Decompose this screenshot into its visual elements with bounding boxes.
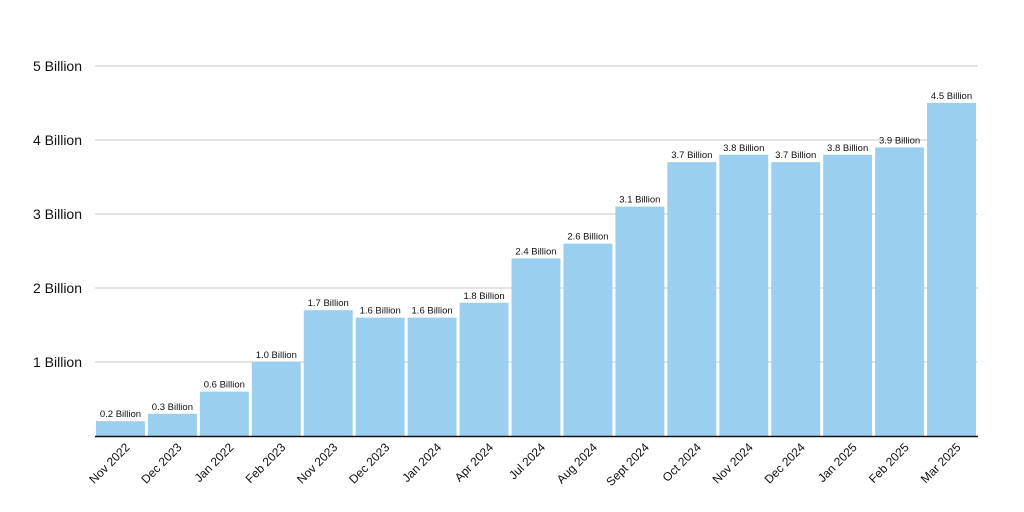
data-labels: 0.2 Billion 0.3 Billion 0.6 Billion 1.0 Bil… <box>100 91 972 420</box>
x-tick-label: Sept 2024 <box>603 440 652 489</box>
bar <box>667 162 717 436</box>
data-label: 1.0 Billion <box>256 350 297 361</box>
bar <box>407 317 457 436</box>
data-label: 4.5 Billion <box>931 91 972 102</box>
y-tick-label: 5 Billion <box>33 58 82 74</box>
bar <box>615 206 665 436</box>
x-tick-label: Jan 2024 <box>399 440 444 485</box>
data-label: 3.7 Billion <box>775 150 816 161</box>
data-label: 2.6 Billion <box>567 232 608 243</box>
y-tick-label: 1 Billion <box>33 354 82 370</box>
y-tick-label: 3 Billion <box>33 206 82 222</box>
data-label: 3.8 Billion <box>827 143 868 154</box>
data-label: 3.7 Billion <box>671 150 712 161</box>
y-tick-label: 2 Billion <box>33 280 82 296</box>
data-label: 1.7 Billion <box>308 298 349 309</box>
data-label: 0.6 Billion <box>204 380 245 391</box>
x-tick-label: Nov 2023 <box>294 440 340 486</box>
data-label: 0.3 Billion <box>152 402 193 413</box>
x-tick-label: Dec 2024 <box>762 440 808 486</box>
bar <box>563 243 613 436</box>
bar <box>875 147 925 436</box>
data-label: 2.4 Billion <box>515 246 556 257</box>
x-tick-label: Apr 2024 <box>452 440 497 485</box>
y-tick-label: 4 Billion <box>33 132 82 148</box>
bars <box>96 103 976 437</box>
bar <box>459 302 509 436</box>
x-tick-label: Jan 2022 <box>192 440 237 485</box>
x-tick-label: Feb 2025 <box>866 440 912 486</box>
x-tick-label: Oct 2024 <box>660 440 705 485</box>
bar <box>303 310 353 436</box>
x-tick-label: Dec 2023 <box>138 440 184 486</box>
x-tick-label: Nov 2024 <box>710 440 756 486</box>
bar <box>719 154 769 437</box>
x-tick-label: Jan 2025 <box>815 440 860 485</box>
x-tick-label: Feb 2023 <box>243 440 289 486</box>
bar <box>251 362 301 436</box>
data-label: 1.6 Billion <box>360 306 401 317</box>
data-label: 0.2 Billion <box>100 409 141 420</box>
data-label: 1.6 Billion <box>412 306 453 317</box>
data-label: 3.1 Billion <box>619 195 660 206</box>
x-tick-label: Dec 2023 <box>346 440 392 486</box>
bar <box>823 154 873 437</box>
bar <box>511 258 561 436</box>
x-tick-label: Aug 2024 <box>554 440 600 486</box>
bar <box>96 421 145 436</box>
x-tick-label: Nov 2022 <box>86 440 132 486</box>
data-label: 3.9 Billion <box>879 135 920 146</box>
x-tick-label: Jul 2024 <box>506 440 548 482</box>
x-tick-label: Mar 2025 <box>918 440 964 486</box>
bar <box>147 413 197 436</box>
bar <box>355 317 405 436</box>
bar <box>927 103 976 436</box>
x-axis-ticks: Nov 2022 Dec 2023 Jan 2022 Feb 2023 Nov 2023… <box>86 440 964 489</box>
y-axis-ticks: 1 Billion 2 Billion 3 Billion 4 Billion 5 Bi… <box>33 58 82 370</box>
data-label: 1.8 Billion <box>463 291 504 302</box>
bar <box>199 391 249 436</box>
data-label: 3.8 Billion <box>723 143 764 154</box>
bar <box>771 162 821 436</box>
